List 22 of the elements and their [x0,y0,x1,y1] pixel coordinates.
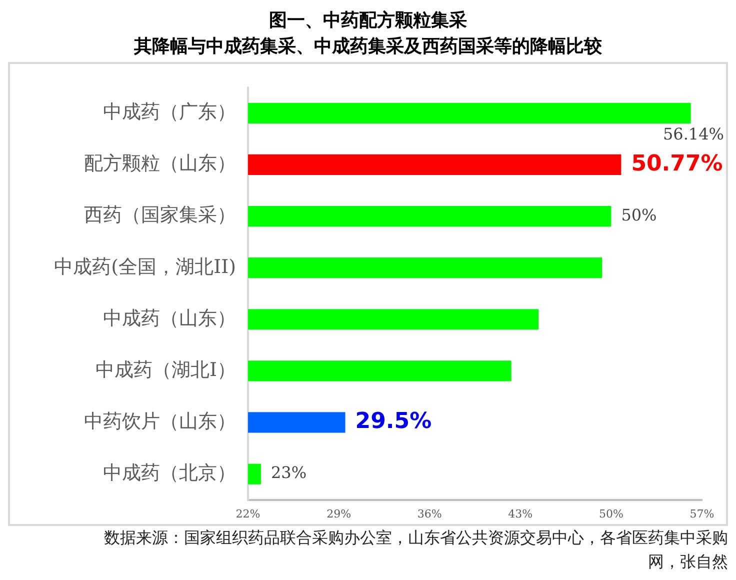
data-label: 50% [621,205,657,224]
x-tick-label: 50% [598,507,624,520]
y-tick-label: 西药（国家集采） [84,204,236,226]
chart-title: 图一、中药配方颗粒集采 [268,9,468,33]
source-note: 数据来源：国家组织药品联合采购办公室，山东省公共资源交易中心，各省医药集中采购网，张自然 [103,527,728,573]
y-tick-label: 中成药（湖北I） [95,358,236,381]
data-label: 56.14% [662,124,724,144]
y-tick-label: 中成药(全国，湖北II) [54,256,236,278]
y-tick-label: 中成药（山东） [103,307,236,330]
y-tick-label: 配方颗粒（山东） [84,152,236,175]
chart-subtitle: 其降幅与中成药集采、中成药集采及西药国采等的降幅比较 [133,35,603,59]
x-tick-label: 57% [690,507,714,520]
data-label: 23% [270,463,307,482]
data-label: 50.77% [631,151,723,176]
x-tick-label: 29% [326,507,352,520]
y-tick-label: 中成药（广东） [103,101,236,124]
x-tick-label: 22% [236,507,260,520]
data-label: 29.5% [355,409,432,434]
y-tick-label: 中成药（北京） [103,462,236,484]
x-tick-label: 36% [417,507,442,520]
x-tick-label: 43% [508,507,533,520]
y-tick-label: 中药饮片（山东） [84,410,236,432]
